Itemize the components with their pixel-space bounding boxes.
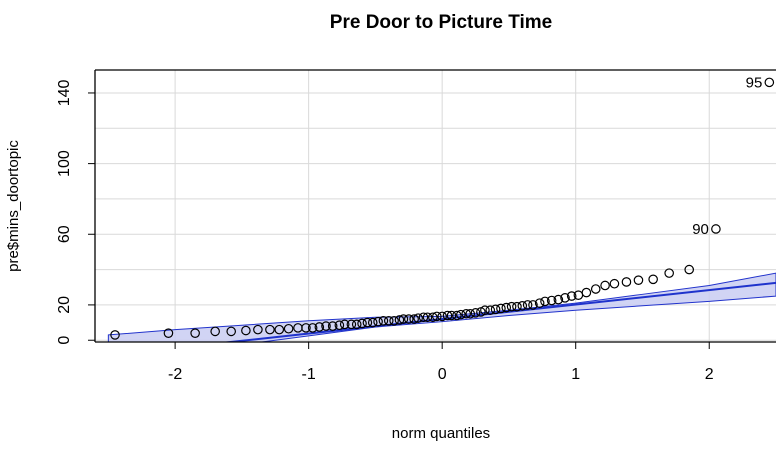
data-point [452, 310, 462, 321]
data-point [517, 300, 528, 311]
data-point [480, 305, 490, 316]
data-point [446, 310, 457, 321]
y-tick-label: 140 [56, 80, 73, 107]
data-point [764, 77, 775, 88]
x-tick-label: 0 [438, 366, 447, 383]
data-point [506, 301, 517, 312]
data-point [546, 295, 557, 306]
data-point [362, 317, 373, 328]
y-axis-label: pre$mins_doortopic [5, 140, 22, 272]
data-point [528, 300, 538, 310]
data-point [334, 320, 345, 331]
data-point [110, 330, 120, 340]
data-point [456, 309, 466, 320]
data-point [283, 323, 294, 334]
data-point [600, 280, 610, 291]
x-tick-label: 1 [571, 366, 580, 383]
data-point [351, 319, 362, 330]
data-point [210, 326, 220, 337]
data-point [383, 316, 394, 326]
data-point [274, 324, 285, 335]
data-point [241, 325, 251, 336]
data-point [398, 314, 409, 324]
data-point [633, 275, 644, 285]
data-point [581, 287, 592, 298]
data-point [496, 303, 506, 314]
data-point [432, 311, 442, 322]
data-point [648, 274, 658, 285]
data-point [394, 315, 405, 325]
data-point [307, 323, 318, 333]
data-point [442, 310, 453, 321]
data-point [485, 305, 496, 316]
data-point [540, 296, 550, 307]
y-tick-label: 0 [56, 336, 73, 345]
data-point [321, 321, 331, 331]
data-point [314, 322, 325, 332]
data-point [413, 313, 423, 323]
y-tick-label: 20 [56, 296, 73, 314]
data-point [437, 311, 447, 322]
data-point [389, 316, 399, 326]
data-point [711, 224, 721, 234]
data-point [422, 312, 433, 323]
data-point [378, 316, 389, 326]
data-point [190, 328, 200, 338]
x-tick-label: -1 [302, 366, 316, 383]
data-point [684, 264, 695, 275]
data-point [367, 317, 378, 328]
data-point [339, 319, 350, 330]
chart-title: Pre Door to Picture Time [330, 12, 552, 33]
data-point [418, 312, 429, 323]
data-point [465, 308, 476, 319]
y-tick-label: 60 [56, 225, 73, 243]
point-label: 90 [692, 221, 709, 238]
data-point [512, 301, 522, 312]
data-point [428, 312, 438, 323]
data-point [461, 308, 472, 319]
data-point [253, 324, 263, 335]
data-point [534, 298, 545, 308]
x-tick-label: -2 [168, 366, 182, 383]
data-point [409, 314, 419, 324]
data-point [373, 316, 383, 327]
data-point [566, 291, 577, 301]
x-tick-label: 2 [705, 366, 714, 383]
point-label: 95 [746, 74, 763, 91]
data-point [357, 318, 367, 329]
reference-line [221, 281, 776, 342]
data-point [403, 314, 414, 324]
y-tick-label: 100 [56, 150, 73, 177]
data-point [522, 300, 533, 310]
data-point [301, 323, 311, 333]
data-point [226, 326, 236, 337]
data-point [664, 268, 674, 278]
data-point [553, 294, 564, 305]
data-point [163, 328, 174, 338]
data-point [590, 284, 601, 294]
data-point [490, 304, 501, 315]
data-point [265, 324, 275, 335]
data-point [470, 308, 481, 318]
data-point [560, 293, 570, 303]
data-point [327, 321, 338, 331]
confidence-band [107, 272, 776, 342]
data-point [346, 319, 357, 330]
plot-clipped-group [107, 77, 776, 342]
data-point [501, 302, 512, 313]
data-point [621, 277, 632, 287]
x-axis-label: norm quantiles [392, 425, 490, 442]
data-point [609, 278, 620, 289]
